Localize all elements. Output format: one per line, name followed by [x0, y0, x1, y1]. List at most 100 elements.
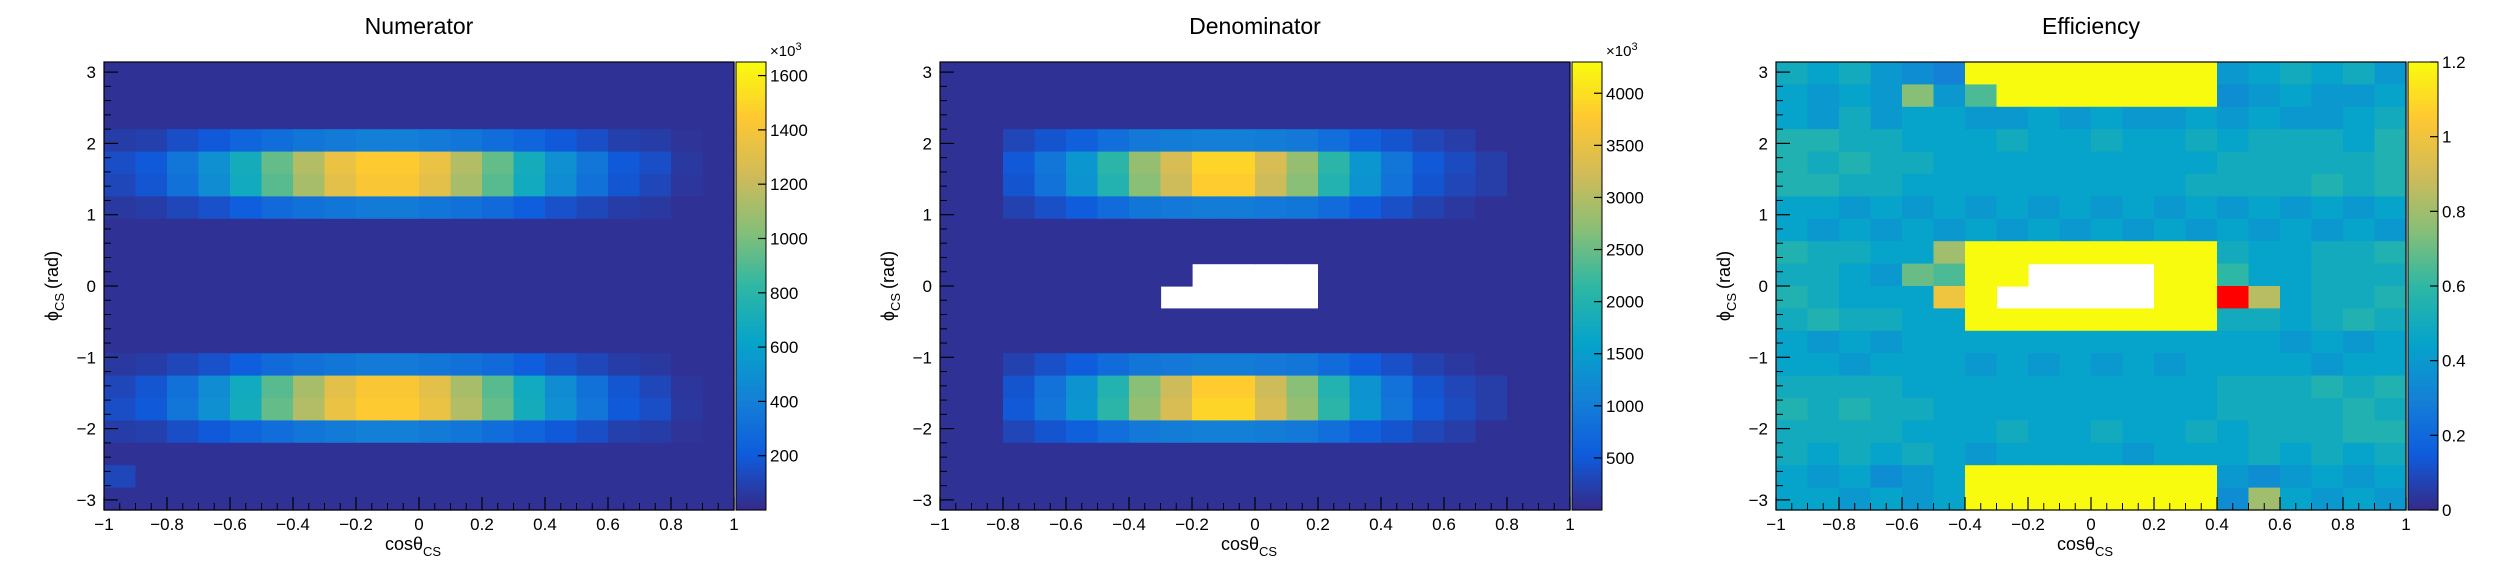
- heatmap-cell: [1034, 353, 1067, 377]
- heatmap-cell: [1255, 129, 1288, 153]
- color-scale-step: [1572, 430, 1602, 434]
- heatmap-cell: [2217, 398, 2250, 421]
- heatmap-cell: [2154, 263, 2187, 287]
- x-tick-label: −0.4: [1112, 515, 1146, 534]
- heatmap-cell: [261, 308, 294, 332]
- color-scale-step: [2408, 246, 2438, 249]
- heatmap-cell: [1870, 487, 1903, 511]
- heatmap-cell: [1255, 398, 1288, 421]
- heatmap-cell: [1066, 308, 1099, 332]
- heatmap-cell: [1538, 465, 1571, 489]
- color-scale-step: [2408, 70, 2438, 74]
- heatmap-cell: [419, 196, 452, 220]
- heatmap-cell: [104, 308, 137, 332]
- color-scale-step: [1572, 132, 1602, 135]
- heatmap-cell: [356, 84, 389, 108]
- heatmap-cell: [324, 218, 357, 242]
- heatmap-cell: [324, 62, 357, 85]
- heatmap-cell: [576, 84, 609, 108]
- heatmap-cell: [2343, 353, 2376, 377]
- color-scale-step: [1572, 379, 1602, 383]
- heatmap-cell: [1965, 151, 1998, 175]
- heatmap-cell: [1286, 106, 1319, 130]
- heatmap-cell: [167, 308, 200, 332]
- color-scale-step: [2408, 148, 2438, 151]
- color-scale-step: [736, 262, 766, 265]
- heatmap-cell: [261, 241, 294, 265]
- color-scale-step: [1572, 81, 1602, 84]
- heatmap-cell: [608, 286, 641, 309]
- heatmap-cell: [2154, 84, 2187, 108]
- heatmap-cell: [1965, 84, 1998, 108]
- heatmap-cell: [2374, 286, 2407, 309]
- heatmap-cell: [104, 487, 137, 511]
- color-scale-step: [736, 397, 766, 400]
- color-scale-step: [2408, 371, 2438, 374]
- color-scale-step: [2408, 258, 2438, 262]
- heatmap-cell: [293, 487, 326, 511]
- color-scale-step: [736, 181, 766, 184]
- heatmap-cell: [1996, 84, 2029, 108]
- heatmap-cell: [2343, 174, 2376, 197]
- heatmap-cell: [1412, 196, 1445, 220]
- heatmap-cell: [1066, 286, 1099, 309]
- heatmap-cell: [1097, 151, 1130, 175]
- heatmap-cell: [2374, 330, 2407, 354]
- heatmap-cell: [1776, 151, 1809, 175]
- heatmap-cell: [356, 263, 389, 287]
- color-scale-step: [1572, 128, 1602, 132]
- heatmap-cell: [1381, 151, 1414, 175]
- heatmap-cell: [419, 218, 452, 242]
- color-scale-step: [2408, 121, 2438, 125]
- color-scale-step: [2408, 211, 2438, 214]
- heatmap-cell: [971, 84, 1004, 108]
- heatmap-cell: [2343, 263, 2376, 287]
- color-scale-step: [1572, 272, 1602, 276]
- heatmap-cell: [2154, 286, 2187, 309]
- color-scale-step: [1572, 318, 1602, 321]
- heatmap-cell: [2374, 151, 2407, 175]
- heatmap-cell: [1444, 106, 1477, 130]
- heatmap-cell: [1160, 375, 1193, 399]
- heatmap-cell: [1902, 353, 1935, 377]
- color-scale-step: [2408, 501, 2438, 504]
- heatmap-cell: [387, 465, 420, 489]
- color-scale-step: [1572, 337, 1602, 341]
- color-scale-step: [1572, 422, 1602, 425]
- color-scale-step: [2408, 334, 2438, 337]
- heatmap-cell: [671, 174, 704, 197]
- heatmap-cell: [2217, 241, 2250, 265]
- color-scale-step: [736, 283, 766, 286]
- color-scale-step: [1572, 299, 1602, 302]
- color-scale-step: [1572, 95, 1602, 98]
- color-scale-step: [1572, 348, 1602, 351]
- heatmap-cell: [608, 308, 641, 332]
- color-scale-step: [2408, 329, 2438, 332]
- heatmap-cell: [230, 62, 263, 85]
- heatmap-cell: [2280, 308, 2313, 332]
- heatmap-cell: [450, 84, 483, 108]
- color-scale-step: [1572, 502, 1602, 506]
- heatmap-cell: [1807, 330, 1840, 354]
- color-scale-step: [736, 443, 766, 446]
- x-tick-label: 0.6: [596, 515, 620, 534]
- color-scale-step: [1572, 343, 1602, 346]
- color-scale-step: [2408, 241, 2438, 244]
- color-scale-step: [2408, 288, 2438, 291]
- heatmap-cell: [450, 106, 483, 130]
- color-scale-step: [2408, 176, 2438, 179]
- heatmap-cell: [1965, 129, 1998, 153]
- heatmap-cell: [1776, 442, 1809, 466]
- heatmap-cell: [2248, 62, 2281, 85]
- heatmap-cell: [2154, 420, 2187, 444]
- color-scale-step: [736, 327, 766, 330]
- color-scale-step: [1572, 504, 1602, 508]
- color-scale-step: [1572, 158, 1602, 161]
- heatmap-cell: [1996, 106, 2029, 130]
- heatmap-cell: [1933, 375, 1966, 399]
- color-scale-step: [2408, 267, 2438, 270]
- heatmap-cell: [971, 129, 1004, 153]
- heatmap-cell: [2343, 106, 2376, 130]
- color-scale-step: [1572, 469, 1602, 472]
- heatmap-cell: [940, 308, 973, 332]
